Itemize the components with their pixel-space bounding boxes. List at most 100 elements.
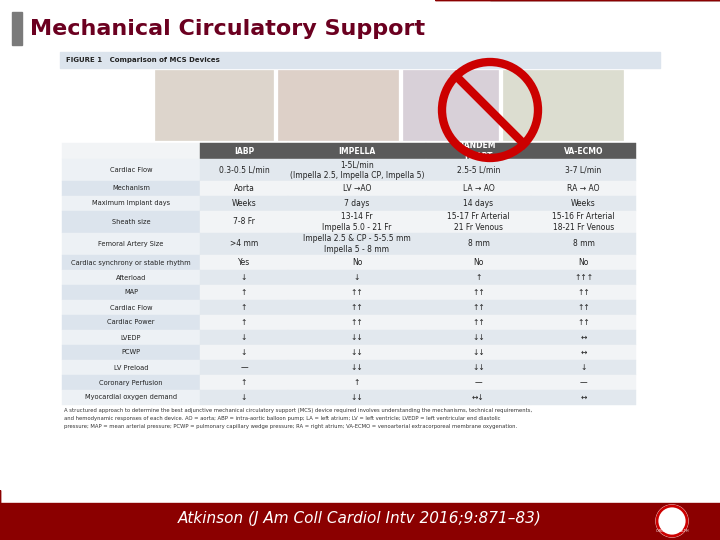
Text: ↑↑: ↑↑ bbox=[351, 288, 364, 297]
Text: 15-16 Fr Arterial
18-21 Fr Venous: 15-16 Fr Arterial 18-21 Fr Venous bbox=[552, 212, 615, 232]
Text: ↓↓: ↓↓ bbox=[472, 363, 485, 372]
Bar bbox=[403, 70, 498, 140]
Text: Weeks: Weeks bbox=[232, 199, 256, 208]
Text: Mechanism: Mechanism bbox=[112, 186, 150, 192]
Bar bbox=[531, 255, 636, 270]
Text: ↓↓: ↓↓ bbox=[351, 348, 364, 357]
Text: ↑↑: ↑↑ bbox=[577, 303, 590, 312]
Text: IMPELLA: IMPELLA bbox=[338, 146, 376, 156]
Bar bbox=[531, 330, 636, 345]
Text: Weeks: Weeks bbox=[571, 199, 596, 208]
Text: Aorta: Aorta bbox=[233, 184, 254, 193]
Bar bbox=[426, 211, 531, 233]
Bar bbox=[200, 315, 288, 330]
Bar bbox=[531, 143, 636, 159]
Text: ↓: ↓ bbox=[580, 363, 587, 372]
Text: ↑: ↑ bbox=[240, 378, 247, 387]
Bar bbox=[200, 375, 288, 390]
Bar bbox=[531, 285, 636, 300]
Text: FIGURE 1   Comparison of MCS Devices: FIGURE 1 Comparison of MCS Devices bbox=[66, 57, 220, 63]
Bar bbox=[426, 196, 531, 211]
Bar bbox=[531, 181, 636, 196]
Text: A structured approach to determine the best adjunctive mechanical circulatory su: A structured approach to determine the b… bbox=[64, 408, 532, 413]
Bar bbox=[62, 375, 200, 390]
Text: 14 days: 14 days bbox=[464, 199, 494, 208]
Bar bbox=[503, 70, 623, 140]
Text: ↑↑: ↑↑ bbox=[351, 318, 364, 327]
Text: Myocardial oxygen demand: Myocardial oxygen demand bbox=[85, 395, 177, 401]
Bar bbox=[62, 196, 200, 211]
Bar bbox=[531, 300, 636, 315]
Bar bbox=[62, 360, 200, 375]
Bar bbox=[200, 255, 288, 270]
Text: Cardiac synchrony or stable rhythm: Cardiac synchrony or stable rhythm bbox=[71, 260, 191, 266]
Bar bbox=[288, 315, 426, 330]
Text: ↔: ↔ bbox=[580, 348, 587, 357]
Text: ↑↑: ↑↑ bbox=[351, 303, 364, 312]
Text: 7 days: 7 days bbox=[344, 199, 369, 208]
Bar bbox=[288, 390, 426, 405]
Text: ↑: ↑ bbox=[240, 318, 247, 327]
Text: ↓: ↓ bbox=[240, 273, 247, 282]
Text: 7-8 Fr: 7-8 Fr bbox=[233, 218, 255, 226]
Text: 8 mm: 8 mm bbox=[572, 240, 595, 248]
Text: Cardiac Flow: Cardiac Flow bbox=[109, 167, 152, 173]
Bar bbox=[426, 315, 531, 330]
Bar bbox=[62, 159, 200, 181]
Text: 2.5-5 L/min: 2.5-5 L/min bbox=[456, 165, 500, 174]
Bar bbox=[62, 300, 200, 315]
Bar bbox=[288, 330, 426, 345]
Bar bbox=[426, 159, 531, 181]
Bar bbox=[62, 330, 200, 345]
Text: Atkinson (J Am Coll Cardiol Intv 2016;9:871–83): Atkinson (J Am Coll Cardiol Intv 2016;9:… bbox=[178, 510, 542, 525]
Bar bbox=[531, 315, 636, 330]
Bar bbox=[531, 375, 636, 390]
Text: ↑: ↑ bbox=[240, 303, 247, 312]
Bar bbox=[62, 211, 200, 233]
Text: 3-7 L/min: 3-7 L/min bbox=[565, 165, 602, 174]
Bar bbox=[426, 330, 531, 345]
Bar bbox=[288, 211, 426, 233]
Text: 8 mm: 8 mm bbox=[467, 240, 490, 248]
Bar bbox=[200, 300, 288, 315]
Bar bbox=[60, 52, 660, 447]
Text: ↓: ↓ bbox=[240, 348, 247, 357]
Text: Cardiac Flow: Cardiac Flow bbox=[109, 305, 152, 310]
Bar bbox=[200, 181, 288, 196]
Text: ↔: ↔ bbox=[580, 333, 587, 342]
Text: ↑↑: ↑↑ bbox=[472, 303, 485, 312]
Text: ↑: ↑ bbox=[354, 378, 360, 387]
Text: ↑↑: ↑↑ bbox=[472, 318, 485, 327]
Text: ↔↓: ↔↓ bbox=[472, 393, 485, 402]
Text: Coronary Perfusion: Coronary Perfusion bbox=[99, 380, 163, 386]
Text: and hemodynamic responses of each device. AO = aorta; ABP = intra-aortic balloon: and hemodynamic responses of each device… bbox=[64, 416, 500, 421]
Text: ↑↑: ↑↑ bbox=[577, 318, 590, 327]
Text: ORLANDO HEALTH: ORLANDO HEALTH bbox=[656, 529, 688, 533]
Text: TANDEM
HEART: TANDEM HEART bbox=[460, 141, 497, 161]
Text: 1-5L/min
(Impella 2.5, Impella CP, Impella 5): 1-5L/min (Impella 2.5, Impella CP, Impel… bbox=[289, 160, 424, 180]
Bar bbox=[288, 159, 426, 181]
Bar bbox=[200, 285, 288, 300]
Text: LV →AO: LV →AO bbox=[343, 184, 372, 193]
Bar bbox=[288, 196, 426, 211]
Text: No: No bbox=[473, 258, 484, 267]
Bar bbox=[426, 143, 531, 159]
Bar bbox=[288, 345, 426, 360]
Text: 13-14 Fr
Impella 5.0 - 21 Fr: 13-14 Fr Impella 5.0 - 21 Fr bbox=[323, 212, 392, 232]
Bar bbox=[62, 143, 200, 159]
Bar bbox=[426, 300, 531, 315]
Text: ↔: ↔ bbox=[580, 393, 587, 402]
Bar bbox=[200, 143, 288, 159]
Text: No: No bbox=[352, 258, 362, 267]
Bar bbox=[426, 270, 531, 285]
Bar bbox=[155, 70, 273, 140]
Bar bbox=[288, 233, 426, 255]
Bar bbox=[426, 375, 531, 390]
Bar bbox=[62, 255, 200, 270]
Bar bbox=[278, 70, 398, 140]
Text: ↓↓: ↓↓ bbox=[351, 393, 364, 402]
Bar bbox=[200, 159, 288, 181]
Text: LA → AO: LA → AO bbox=[463, 184, 495, 193]
Bar bbox=[426, 390, 531, 405]
Text: MAP: MAP bbox=[124, 289, 138, 295]
